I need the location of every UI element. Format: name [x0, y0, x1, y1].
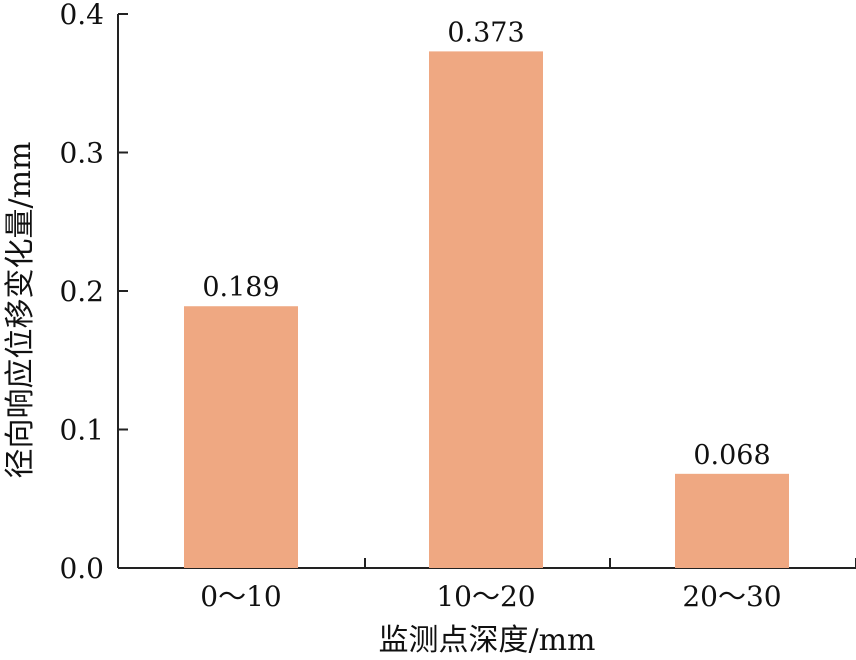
bars: [184, 51, 789, 568]
x-tick-label: 0～10: [200, 580, 281, 613]
x-axis-title: 监测点深度/mm: [378, 623, 595, 658]
y-tick-label: 0.2: [59, 275, 104, 308]
y-tick-label: 0.1: [59, 414, 104, 447]
data-label: 0.068: [693, 440, 770, 471]
bar: [429, 51, 543, 568]
bar: [675, 473, 789, 568]
y-tick-label: 0.3: [59, 137, 104, 170]
data-label: 0.189: [202, 272, 279, 303]
data-label: 0.373: [447, 17, 524, 48]
bar: [184, 306, 298, 568]
y-axis-title: 径向响应位移变化量/mm: [3, 141, 38, 478]
y-ticks: 0.0 0.1 0.2 0.3 0.4: [59, 0, 128, 585]
data-labels: 0.189 0.373 0.068: [202, 17, 770, 470]
y-tick-label: 0.0: [59, 552, 104, 585]
y-tick-label: 0.4: [59, 0, 104, 31]
x-tick-label: 20～30: [682, 580, 781, 613]
x-ticks: 0～10 10～20 20～30: [117, 558, 856, 613]
x-tick-label: 10～20: [436, 580, 535, 613]
